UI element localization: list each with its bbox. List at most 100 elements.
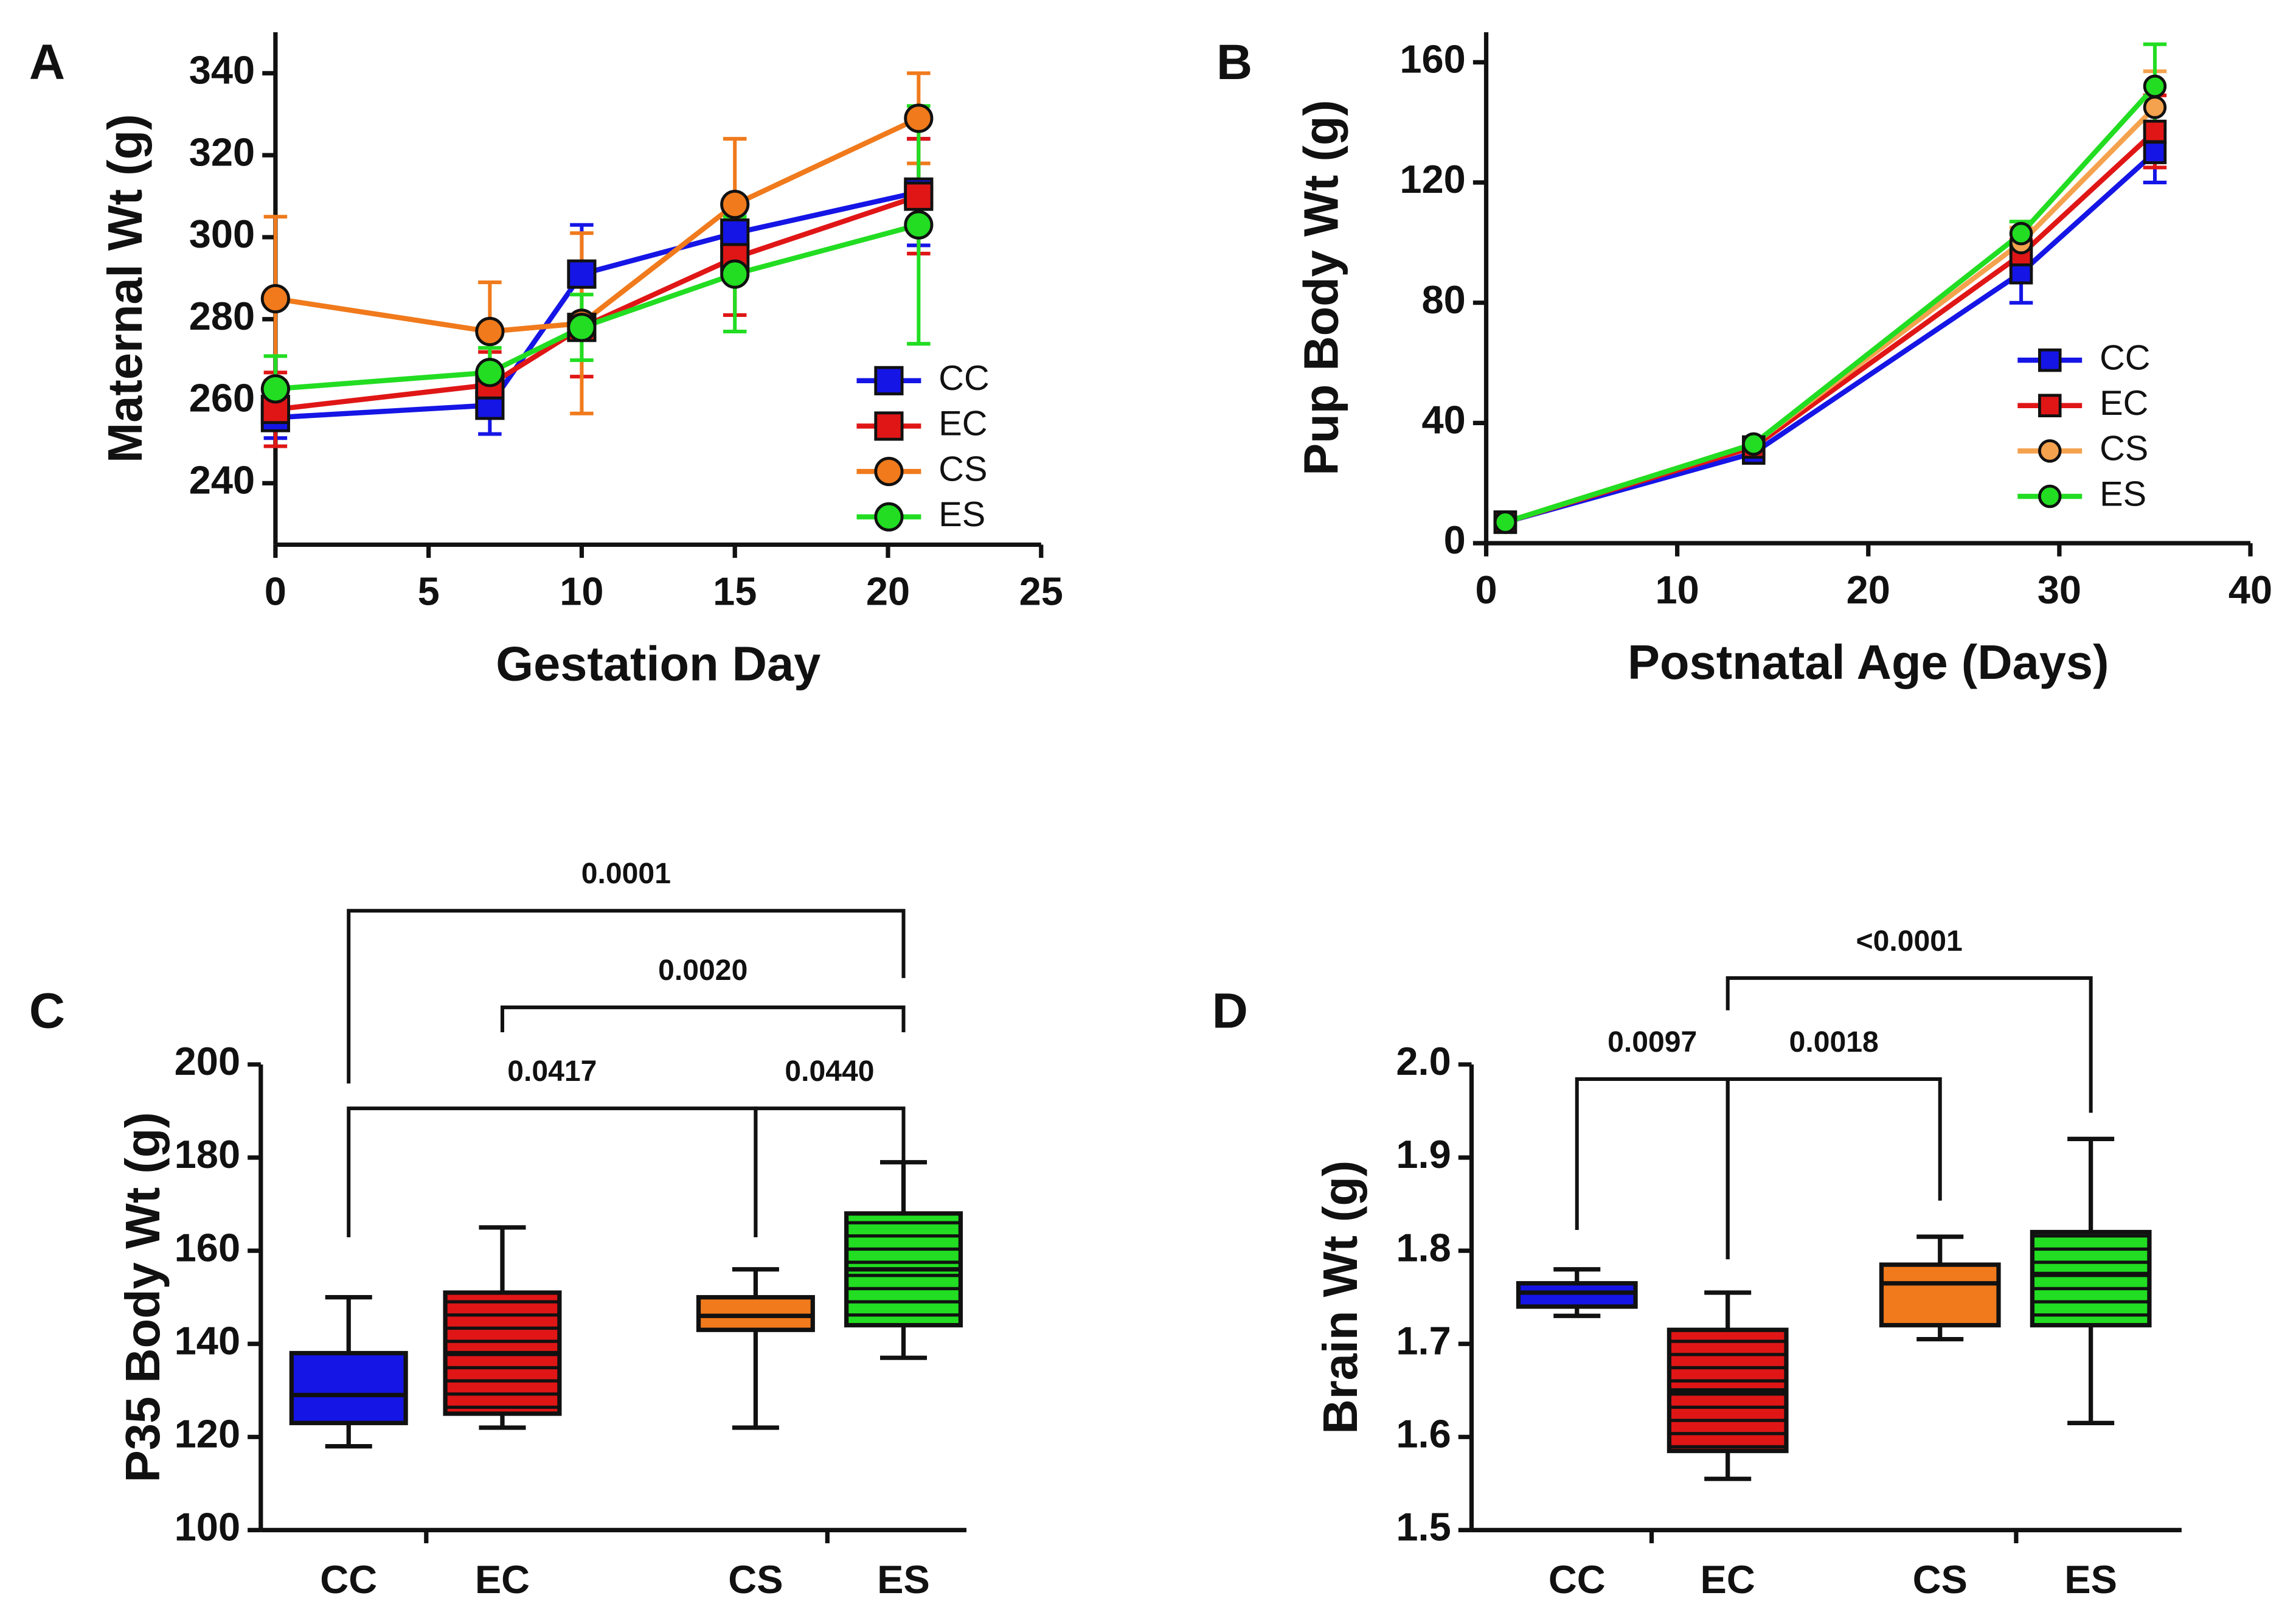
y-tick-label: 1.6: [1396, 1411, 1451, 1456]
y-tick-label: 180: [175, 1132, 240, 1176]
y-tick-label: 1.8: [1396, 1225, 1451, 1269]
legend-marker: [2038, 484, 2062, 509]
x-tick-label: 0: [265, 569, 286, 613]
comparison-label: 0.0018: [1789, 1026, 1879, 1058]
y-axis-title: Maternal Wt (g): [98, 114, 152, 463]
y-tick-label: 1.9: [1396, 1132, 1451, 1176]
point: [260, 283, 290, 314]
point: [2009, 221, 2033, 246]
legend-marker: [2038, 394, 2062, 418]
comparison-label: 0.0440: [785, 1055, 874, 1088]
x-tick-label: 15: [713, 569, 757, 613]
x-tick-label: 40: [2228, 568, 2272, 612]
x-tick-label: EC: [1701, 1557, 1755, 1602]
y-tick-label: 160: [175, 1225, 240, 1269]
point: [475, 358, 505, 387]
x-tick-label: CS: [728, 1557, 783, 1602]
legend-marker: [2038, 348, 2062, 372]
point: [2143, 74, 2167, 99]
x-tick-label: CC: [1549, 1557, 1606, 1602]
legend-label: ES: [938, 495, 985, 534]
box: [1516, 1281, 1638, 1309]
panel-label: A: [29, 35, 65, 90]
y-tick-label: 140: [175, 1318, 240, 1363]
legend-marker: [874, 411, 904, 441]
series-line: [275, 193, 920, 412]
comparison-bracket: [1725, 1077, 1942, 1260]
point: [260, 374, 290, 404]
x-tick-label: ES: [877, 1557, 930, 1602]
legend-label: EC: [2100, 384, 2148, 423]
y-tick-label: 40: [1422, 398, 1466, 442]
x-tick-label: CS: [1913, 1557, 1968, 1602]
legend-label: ES: [2100, 474, 2146, 513]
point: [904, 181, 934, 211]
y-axis-title: Pup Body Wt (g): [1294, 100, 1348, 476]
comparison-bracket: [500, 1005, 906, 1032]
panel-label: C: [29, 984, 65, 1039]
series-line: [1504, 150, 2157, 525]
point: [2143, 96, 2167, 119]
y-tick-label: 120: [175, 1411, 240, 1456]
point: [475, 316, 505, 347]
legend-marker: [874, 366, 904, 395]
panel-label: D: [1212, 984, 1248, 1039]
x-tick-label: 20: [866, 569, 910, 613]
y-tick-label: 1.5: [1396, 1505, 1451, 1549]
point: [720, 218, 750, 248]
point: [2143, 141, 2167, 164]
x-axis-title: Gestation Day: [496, 637, 820, 691]
y-tick-label: 1.7: [1396, 1318, 1451, 1363]
box: [1879, 1262, 2001, 1328]
panel: A 240 260 280 300 320 340 Maternal Wt (g) 0 5 10 15…: [29, 32, 1063, 691]
comparison-label: 0.0097: [1608, 1026, 1697, 1058]
legend-label: CC: [938, 359, 989, 398]
x-tick-label: 5: [418, 569, 440, 613]
y-tick-label: 0: [1444, 518, 1466, 562]
comparison-label: 0.0417: [507, 1055, 597, 1088]
y-tick-label: 280: [189, 294, 255, 338]
y-tick-label: 120: [1399, 157, 1465, 201]
y-tick-label: 260: [189, 376, 255, 420]
legend-label: CC: [2100, 338, 2150, 377]
panel: B 0 40 80 120 160 Pup Body Wt (g) 0 10 20 30 40 Post…: [1216, 32, 2272, 689]
y-tick-label: 240: [189, 458, 255, 502]
x-tick-label: CC: [320, 1557, 377, 1602]
point: [720, 189, 750, 220]
point: [720, 259, 750, 289]
legend-label: CS: [2100, 429, 2148, 468]
point: [567, 259, 597, 289]
box: [289, 1350, 408, 1425]
legend-label: EC: [938, 405, 987, 443]
comparison-bracket: [754, 1106, 906, 1237]
x-tick-label: 10: [1656, 568, 1699, 612]
box: [696, 1295, 815, 1332]
y-tick-label: 200: [175, 1039, 240, 1083]
box: [2030, 1229, 2152, 1328]
series-line: [1504, 105, 2157, 525]
x-axis-title: Postnatal Age (Days): [1628, 635, 2109, 689]
x-tick-label: 10: [560, 569, 603, 613]
point: [904, 103, 934, 133]
series-line: [275, 116, 920, 335]
x-tick-label: ES: [2064, 1557, 2117, 1602]
x-tick-label: 20: [1847, 568, 1890, 612]
series-line: [1504, 85, 2157, 525]
comparison-label: <0.0001: [1856, 925, 1963, 957]
x-tick-label: 25: [1019, 569, 1063, 613]
point: [567, 313, 597, 342]
point: [1493, 510, 1517, 534]
y-tick-label: 100: [175, 1505, 240, 1549]
y-tick-label: 80: [1422, 277, 1466, 322]
comparison-bracket: [347, 909, 906, 1084]
y-tick-label: 160: [1399, 37, 1465, 82]
panel: D 1.5 1.6 1.7 1.8 1.9 2.0 Brain Wt (g) CC EC CS ES 0…: [1212, 925, 2182, 1602]
point: [904, 210, 934, 240]
legend-marker: [874, 502, 904, 532]
point: [2143, 119, 2167, 144]
legend-label: CS: [938, 450, 987, 488]
x-tick-label: EC: [475, 1557, 530, 1602]
comparison-bracket: [347, 1106, 758, 1237]
